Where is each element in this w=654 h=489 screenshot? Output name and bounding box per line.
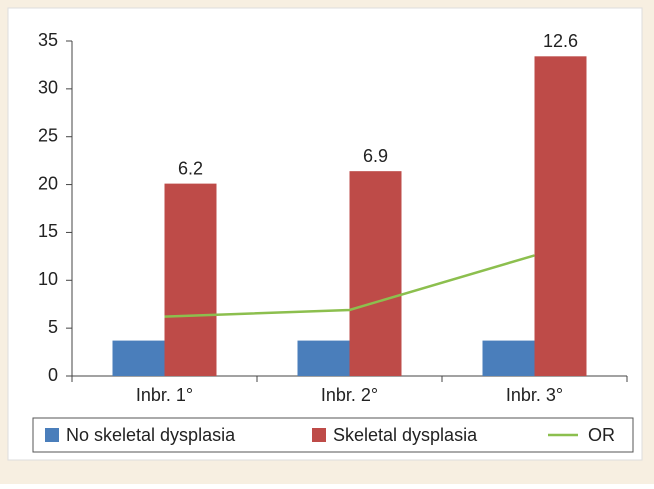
y-tick-label: 20: [38, 173, 58, 193]
x-tick-label: Inbr. 2°: [321, 385, 378, 405]
bar: [534, 56, 587, 377]
bar: [482, 340, 535, 376]
data-label: 6.2: [178, 158, 203, 178]
x-tick-label: Inbr. 3°: [506, 385, 563, 405]
bar: [297, 340, 350, 376]
legend-swatch: [312, 428, 326, 442]
legend-swatch: [45, 428, 59, 442]
bar: [164, 183, 217, 376]
y-tick-label: 35: [38, 30, 58, 50]
bar: [349, 171, 402, 376]
data-label: 12.6: [543, 31, 578, 51]
bar: [112, 340, 165, 376]
legend-box: [32, 417, 634, 453]
y-tick-label: 30: [38, 78, 58, 98]
y-tick-label: 10: [38, 269, 58, 289]
y-tick-label: 0: [48, 365, 58, 385]
legend-label: Skeletal dysplasia: [333, 425, 478, 445]
x-tick-label: Inbr. 1°: [136, 385, 193, 405]
data-label: 6.9: [363, 146, 388, 166]
legend-label: No skeletal dysplasia: [66, 425, 236, 445]
y-tick-label: 25: [38, 125, 58, 145]
y-tick-label: 5: [48, 317, 58, 337]
line: [164, 254, 535, 318]
legend-label: OR: [588, 425, 615, 445]
y-tick-label: 15: [38, 221, 58, 241]
